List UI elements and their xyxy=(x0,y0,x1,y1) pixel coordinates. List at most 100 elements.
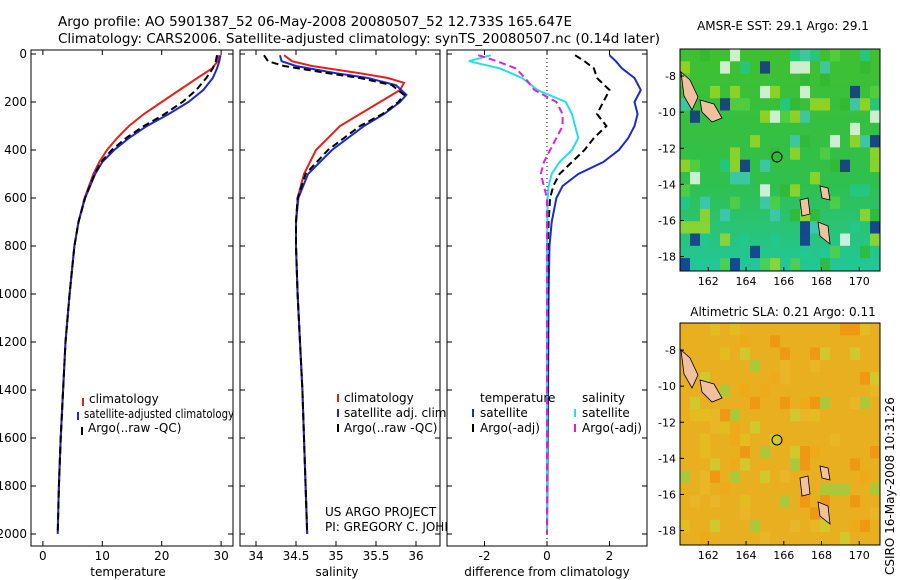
map-cell xyxy=(830,196,840,209)
island-shape xyxy=(699,379,723,403)
map-cell xyxy=(800,409,810,422)
map-cell xyxy=(790,110,800,123)
map-cell xyxy=(770,258,780,271)
map-cell xyxy=(750,135,760,148)
map-cell xyxy=(700,49,710,62)
credit-pi: PI: GREGORY C. JOHNSON xyxy=(325,520,479,534)
map-cell xyxy=(830,482,840,496)
map-cell xyxy=(760,532,770,545)
map-cell xyxy=(710,409,720,422)
map-cell xyxy=(750,519,760,533)
map-cell xyxy=(820,147,830,160)
map-cell xyxy=(730,172,740,185)
x-tick-label: 20 xyxy=(154,549,169,563)
map-cell xyxy=(840,159,850,172)
map-y-tick-label: -16 xyxy=(658,214,676,227)
map-cell xyxy=(700,470,710,483)
map-cell xyxy=(780,98,790,111)
map-cell xyxy=(710,519,720,533)
map-cell xyxy=(740,384,750,397)
legend-label-temp-satellite: satellite xyxy=(480,406,528,420)
map-cell xyxy=(770,335,780,348)
x-tick-label: 35 xyxy=(328,549,343,563)
map-cell xyxy=(820,396,830,410)
y-tick-label: 1200 xyxy=(0,335,27,349)
map-cell xyxy=(860,470,870,483)
map-cell xyxy=(790,135,800,148)
map-cell xyxy=(700,532,710,545)
map-cell xyxy=(690,495,700,508)
map-cell xyxy=(810,221,820,234)
island-shape xyxy=(799,197,811,217)
map-cell xyxy=(830,159,840,172)
map-cell xyxy=(820,519,830,533)
map-cell xyxy=(800,73,810,86)
map-cell xyxy=(810,446,820,459)
map-cell xyxy=(690,110,700,123)
island-shape xyxy=(680,348,699,389)
temperature-axes-frame xyxy=(30,49,234,547)
map-cell xyxy=(770,233,780,246)
map-x-tick-label: 166 xyxy=(773,549,794,562)
map-cell xyxy=(820,245,830,259)
map-cell xyxy=(730,470,740,483)
map-cell xyxy=(850,396,860,410)
legend-label-sal-argo: Argo(-adj) xyxy=(582,421,642,435)
y-tick-label: 0 xyxy=(19,47,27,61)
map-cell xyxy=(730,323,740,336)
salinity-xlabel: salinity xyxy=(315,565,358,579)
map-cell xyxy=(690,396,700,410)
map-cell xyxy=(850,122,860,136)
map-cell xyxy=(870,372,880,385)
map-x-tick-label: 162 xyxy=(698,275,719,288)
map-cell xyxy=(790,98,800,111)
map-cell xyxy=(870,482,880,496)
map-cell xyxy=(750,396,760,410)
map-cell xyxy=(870,384,880,397)
map-cell xyxy=(730,196,740,209)
map-cell xyxy=(870,135,880,148)
x-tick-label: 35.5 xyxy=(363,549,390,563)
map-cell xyxy=(710,85,720,99)
map-cell xyxy=(730,159,740,172)
map-cell xyxy=(720,347,730,360)
map-cell xyxy=(860,323,870,336)
map-cell xyxy=(850,458,860,471)
y-tick-label: 1800 xyxy=(0,479,27,493)
map-cell xyxy=(680,184,690,197)
map-cell xyxy=(830,49,840,62)
map-cell xyxy=(740,159,750,172)
map-cell xyxy=(790,409,800,422)
map-cell xyxy=(850,98,860,111)
difference-legend: temperature satellite Argo(-adj) salinit… xyxy=(472,391,642,435)
map-cell xyxy=(800,245,810,259)
map-cell xyxy=(760,470,770,483)
series-line-salinity-argo xyxy=(477,54,564,534)
x-tick-label: 34 xyxy=(248,549,263,563)
map-cell xyxy=(800,221,810,234)
sst-map-panel: AMSR-E SST: 29.1 Argo: 29.1 162 164 166 168… xyxy=(658,19,881,288)
series-line-argo xyxy=(56,55,218,535)
series-line-temperature-satellite xyxy=(546,54,642,535)
map-cell xyxy=(780,359,790,373)
temperature-xlabel: temperature xyxy=(90,565,165,579)
y-tick-label: 2000 xyxy=(0,527,27,541)
map-cell xyxy=(810,49,820,62)
map-cell xyxy=(710,495,720,508)
map-cell xyxy=(790,519,800,533)
map-cell xyxy=(690,159,700,172)
map-cell xyxy=(760,159,770,172)
map-y-tick-label: -8 xyxy=(665,344,676,357)
map-cell xyxy=(770,110,780,123)
map-cell xyxy=(830,433,840,446)
map-cell xyxy=(730,421,740,434)
legend-label-satellite: satellite adj. clim. xyxy=(344,406,450,420)
map-cell xyxy=(730,258,740,271)
map-cell xyxy=(740,446,750,459)
map-cell xyxy=(810,98,820,111)
temperature-panel: 0 10 20 30 0 200 400 600 800 1000 1200 1400 1600 1800… xyxy=(0,47,234,579)
map-cell xyxy=(740,233,750,246)
map-cell xyxy=(740,61,750,74)
map-x-tick-label: 164 xyxy=(736,549,757,562)
legend-label-temp-argo: Argo(-adj) xyxy=(480,421,540,435)
